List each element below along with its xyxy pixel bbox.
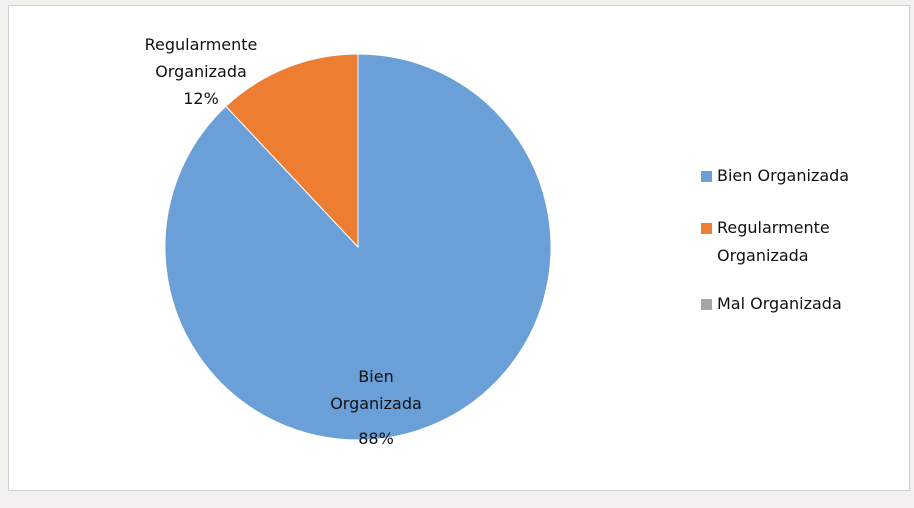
data-label: Regularmente Organizada 12% [126, 31, 276, 112]
chart [164, 53, 552, 441]
pie-slice [225, 53, 359, 249]
legend-label: Regularmente Organizada [717, 218, 830, 265]
legend-swatch [701, 171, 712, 182]
legend-label: Mal Organizada [717, 294, 842, 313]
data-label-value: 12% [183, 89, 219, 108]
legend-swatch [701, 223, 712, 234]
data-label-value: 88% [358, 429, 394, 448]
data-label: Bien Organizada 88% [321, 363, 431, 452]
chart-frame: Bien Organizada 88% Regularmente Organizad… [8, 5, 910, 491]
legend-label: Bien Organizada [717, 166, 850, 185]
data-label-name: Bien Organizada [330, 367, 422, 413]
data-label-name: Regularmente Organizada [144, 35, 258, 81]
legend-swatch [701, 299, 712, 310]
